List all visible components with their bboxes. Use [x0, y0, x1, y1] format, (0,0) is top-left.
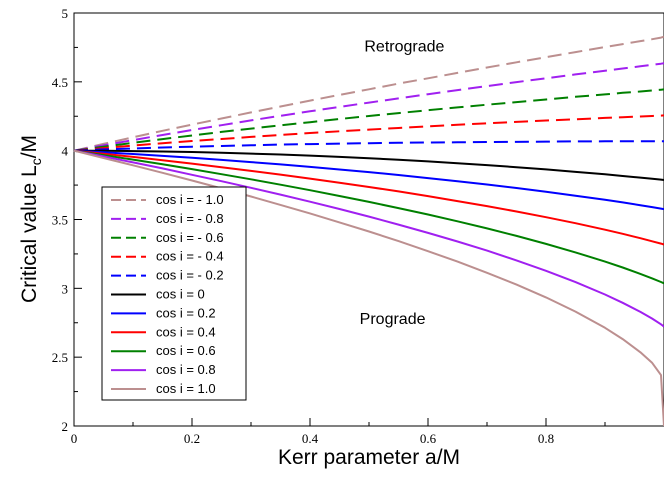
- legend-label: cos i = 0.8: [156, 362, 216, 377]
- y-tick-label: 3.5: [52, 213, 68, 228]
- legend-label: cos i = 1.0: [156, 381, 216, 396]
- y-tick-label: 3: [62, 281, 69, 296]
- x-axis-title: Kerr parameter a/M: [278, 446, 460, 469]
- y-axis-title-main: Critical value L: [18, 165, 41, 303]
- x-tick-label: 0.6: [420, 431, 437, 446]
- x-tick-label: 0.8: [538, 431, 554, 446]
- legend-label: cos i = 0.4: [156, 324, 216, 339]
- legend-label: cos i = - 1.0: [156, 192, 224, 207]
- series-line-7: [73, 149, 664, 246]
- legend-label: cos i = - 0.2: [156, 268, 224, 283]
- x-axis: 0 0.2 0.4 0.6 0.8: [71, 418, 606, 446]
- y-axis: 2 2.5 3 3.5 4 4.5 5: [52, 6, 82, 434]
- series-line-10: [73, 149, 664, 427]
- legend-label: cos i = - 0.6: [156, 230, 224, 245]
- annotation-retrograde: Retrograde: [364, 39, 444, 56]
- y-axis-title-subscript: c: [28, 158, 44, 165]
- legend-label: cos i = 0: [156, 287, 205, 302]
- y-tick-label: 4: [62, 144, 69, 159]
- series-layer: [73, 35, 664, 427]
- legend-box: [101, 186, 247, 401]
- legend-label: cos i = - 0.8: [156, 211, 224, 226]
- x-tick-label: 0.4: [302, 431, 319, 446]
- series-line-9: [73, 149, 664, 328]
- x-tick-label: 0: [71, 431, 78, 446]
- series-line-6: [73, 149, 664, 211]
- legend: cos i = - 1.0 cos i = - 0.8 cos i = - 0.6 c…: [101, 186, 247, 401]
- series-line-0: [73, 35, 664, 152]
- legend-label: cos i = 0.6: [156, 343, 216, 358]
- y-tick-label: 4.5: [52, 75, 68, 90]
- legend-label: cos i = 0.2: [156, 305, 216, 320]
- y-axis-title: Critical value Lc/M: [18, 135, 44, 303]
- y-tick-label: 2.5: [52, 350, 68, 365]
- series-line-5: [73, 149, 664, 181]
- series-line-4: [73, 140, 664, 152]
- y-tick-label: 2: [62, 419, 69, 434]
- x-tick-label: 0.2: [184, 431, 200, 446]
- series-line-1: [73, 62, 664, 152]
- legend-label: cos i = - 0.4: [156, 249, 224, 264]
- series-line-8: [73, 149, 664, 285]
- annotation-prograde: Prograde: [360, 311, 426, 328]
- series-line-3: [73, 114, 664, 152]
- y-axis-title-tail: /M: [18, 135, 41, 158]
- y-tick-label: 5: [62, 6, 69, 21]
- series-line-2: [73, 88, 664, 152]
